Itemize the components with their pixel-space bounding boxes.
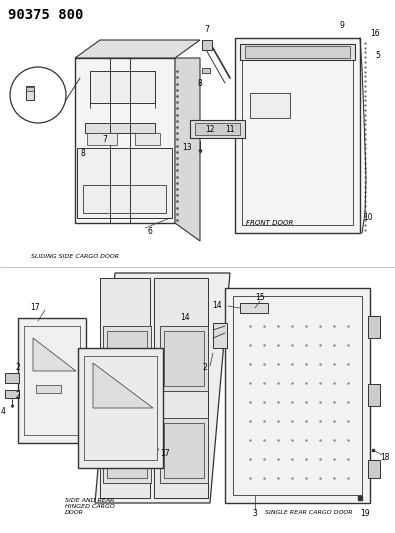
Text: 2: 2	[203, 364, 207, 373]
Text: 11: 11	[225, 125, 235, 133]
Text: 13: 13	[182, 143, 192, 152]
Bar	[240, 303, 268, 313]
Text: 90375 800: 90375 800	[8, 8, 83, 22]
Text: SINGLE REAR CARGO DOOR: SINGLE REAR CARGO DOOR	[265, 510, 353, 515]
Polygon shape	[235, 38, 360, 233]
Bar	[135, 133, 160, 145]
Bar	[36, 385, 61, 393]
Text: 8: 8	[198, 78, 202, 87]
Text: 5: 5	[376, 52, 380, 61]
Text: 8: 8	[81, 149, 85, 157]
Bar	[233, 296, 362, 495]
Bar	[107, 331, 147, 386]
Bar	[26, 87, 34, 91]
Circle shape	[10, 67, 66, 123]
Text: 2: 2	[16, 364, 21, 373]
Bar	[5, 390, 19, 398]
Text: 14: 14	[212, 302, 222, 311]
Bar	[190, 120, 245, 138]
Bar	[87, 133, 117, 145]
Bar	[195, 123, 240, 135]
Bar	[5, 373, 19, 383]
Polygon shape	[154, 278, 208, 498]
Text: FRONT DOOR: FRONT DOOR	[246, 220, 294, 226]
Polygon shape	[75, 40, 200, 58]
Text: 16: 16	[370, 28, 380, 37]
Bar	[240, 44, 355, 60]
Text: 3: 3	[252, 508, 258, 518]
Text: 9: 9	[340, 21, 344, 30]
Bar	[90, 71, 155, 103]
Polygon shape	[175, 58, 200, 241]
Bar	[245, 46, 350, 58]
Bar	[26, 86, 34, 100]
Bar	[202, 68, 210, 73]
Polygon shape	[78, 348, 163, 468]
Bar	[160, 326, 208, 391]
Text: 7: 7	[103, 135, 107, 144]
Bar	[164, 331, 204, 386]
Text: 17: 17	[30, 303, 40, 312]
Text: SIDE AND REAR
HINGED CARGO
DOOR: SIDE AND REAR HINGED CARGO DOOR	[65, 498, 115, 515]
Polygon shape	[75, 58, 175, 223]
Text: 4: 4	[0, 407, 6, 416]
Polygon shape	[93, 363, 153, 408]
Bar	[368, 460, 380, 478]
Bar	[213, 323, 227, 348]
Text: 7: 7	[205, 26, 209, 35]
Text: SLIDING SIDE CARGO DOOR: SLIDING SIDE CARGO DOOR	[31, 254, 119, 259]
Text: 18: 18	[380, 454, 390, 463]
Bar	[107, 423, 147, 478]
Text: 19: 19	[360, 508, 370, 518]
Text: 1: 1	[21, 104, 25, 114]
Bar	[160, 418, 208, 483]
Text: 14: 14	[180, 313, 190, 322]
Polygon shape	[225, 288, 370, 503]
Bar	[77, 148, 172, 218]
Bar	[368, 384, 380, 406]
Text: 15: 15	[255, 294, 265, 303]
Text: 2: 2	[16, 391, 21, 400]
Bar	[103, 418, 151, 483]
Text: 12: 12	[205, 125, 215, 133]
Bar	[85, 123, 155, 133]
Text: 6: 6	[148, 227, 152, 236]
Polygon shape	[33, 338, 76, 371]
Polygon shape	[18, 318, 86, 443]
Text: 10: 10	[363, 214, 373, 222]
Bar	[164, 423, 204, 478]
Bar	[250, 93, 290, 118]
Bar	[202, 40, 212, 50]
Bar	[103, 326, 151, 391]
Polygon shape	[95, 273, 230, 503]
Bar	[83, 185, 166, 213]
Bar	[368, 316, 380, 338]
Text: 17: 17	[160, 448, 170, 457]
Polygon shape	[100, 278, 150, 498]
